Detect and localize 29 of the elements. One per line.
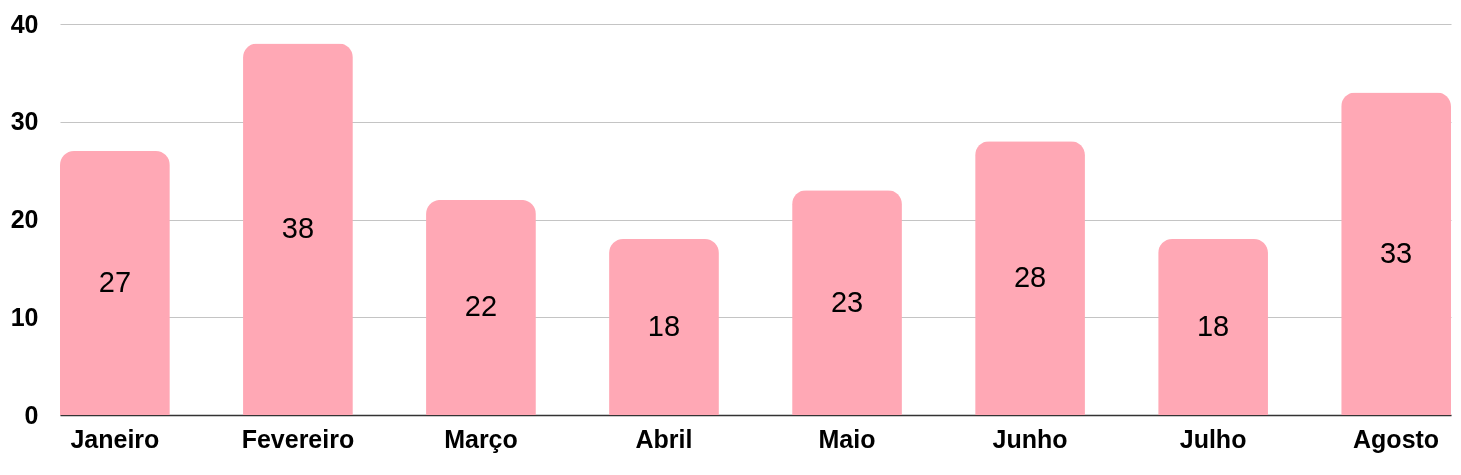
y-tick-label: 10	[10, 302, 39, 331]
bar	[1341, 92, 1451, 415]
x-tick-label: Abril	[635, 424, 693, 453]
x-tick-label: Agosto	[1353, 424, 1440, 453]
data-label: 38	[281, 212, 315, 245]
x-tick-label: Fevereiro	[241, 424, 355, 453]
y-tick-label: 0	[24, 400, 39, 429]
x-tick-label: Maio	[818, 424, 876, 453]
bar	[609, 239, 719, 415]
bar	[1158, 239, 1268, 415]
data-label: 18	[1196, 310, 1230, 343]
data-label: 23	[830, 285, 864, 318]
y-tick-label: 30	[10, 107, 39, 136]
data-label: 18	[647, 310, 681, 343]
bar	[975, 141, 1085, 415]
data-label: 33	[1379, 236, 1413, 269]
data-label: 28	[1013, 261, 1047, 294]
x-tick-label: Julho	[1179, 424, 1247, 453]
x-tick-label: Janeiro	[70, 424, 160, 453]
bar	[243, 43, 353, 415]
x-tick-label: Março	[444, 424, 518, 453]
bar	[792, 190, 902, 415]
x-tick-label: Junho	[992, 424, 1068, 453]
y-tick-label: 40	[10, 9, 39, 38]
bar	[60, 151, 170, 415]
bar	[426, 199, 536, 415]
y-tick-label: 20	[10, 205, 39, 233]
data-label: 22	[464, 290, 498, 323]
data-label: 27	[98, 266, 132, 299]
